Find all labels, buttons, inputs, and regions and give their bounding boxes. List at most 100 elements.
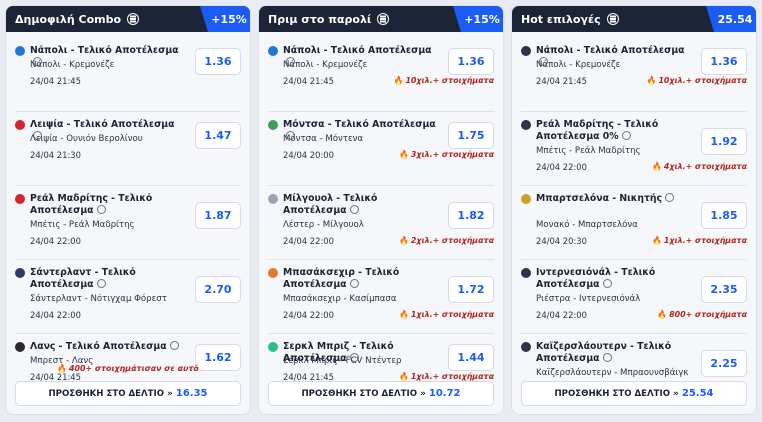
selection-title: Ρεάλ Μαδρίτης - Τελικό Αποτέλεσμα 0%: [521, 119, 689, 143]
odds-button[interactable]: 2.25: [701, 350, 747, 377]
selection-title: Σερκλ Μπριζ - Τελικό Αποτέλεσμα: [268, 341, 436, 365]
team-logo-icon: [521, 268, 531, 278]
row-divider: [15, 259, 241, 260]
selection-title: Λανς - Τελικό Αποτέλεσμα: [15, 341, 183, 353]
selection-row[interactable]: Ρεάλ Μαδρίτης - Τελικό Αποτέλεσμα 0% Μπέτ…: [521, 119, 747, 183]
info-icon[interactable]: [169, 341, 179, 350]
selection-title: Μπασάκσεχιρ - Τελικό Αποτέλεσμα: [268, 267, 436, 291]
selection-title: Νάπολι - Τελικό Αποτέλεσμα: [268, 45, 436, 69]
add-to-betslip-button[interactable]: ΠΡΟΣΘΗΚΗ ΣΤΟ ΔΕΛΤΙΟ» 16.35: [15, 381, 241, 406]
odds-button[interactable]: 1.82: [448, 202, 494, 229]
info-icon[interactable]: [349, 279, 359, 288]
match-teams: Σάντερλαντ - Νότιγχαμ Φόρεστ: [30, 294, 167, 304]
double-chevron-icon: »: [673, 388, 679, 399]
selection-row[interactable]: Σερκλ Μπριζ - Τελικό Αποτέλεσμα Σερκλ Μπρ…: [268, 341, 494, 405]
info-icon[interactable]: [96, 205, 106, 214]
match-datetime: 24/04 21:45: [30, 372, 81, 382]
match-teams: Νάπολι - Κρεμονέζε: [283, 60, 368, 70]
match-datetime: 24/04 22:00: [30, 236, 81, 246]
row-divider: [15, 111, 241, 112]
menu-icon: [606, 13, 619, 25]
selection-row[interactable]: Λανς - Τελικό Αποτέλεσμα Μπρεστ - Λανς 24/…: [15, 341, 241, 405]
odds-button[interactable]: 1.85: [701, 202, 747, 229]
popularity-note-text: 400+ στοιχημάτισαν σε αυτό: [69, 364, 199, 373]
popularity-label: 🔥 3χιλ.+ στοιχήματα: [399, 150, 494, 159]
selection-market-label: Νάπολι - Τελικό Αποτέλεσμα: [536, 45, 685, 56]
odds-button[interactable]: 1.75: [448, 122, 494, 149]
match-datetime: 24/04 22:00: [536, 162, 587, 172]
odds-button[interactable]: 1.62: [195, 344, 241, 371]
popularity-text: 10χιλ.+ στοιχήματα: [405, 76, 494, 85]
add-to-betslip-button[interactable]: ΠΡΟΣΘΗΚΗ ΣΤΟ ΔΕΛΤΙΟ» 10.72: [268, 381, 494, 406]
match-teams: Μπέτις - Ρεάλ Μαδρίτης: [536, 146, 641, 156]
selection-row[interactable]: Νάπολι - Τελικό Αποτέλεσμα Νάπολι - Κρεμο…: [521, 45, 747, 109]
selection-row[interactable]: Μπασάκσεχιρ - Τελικό Αποτέλεσμα Μπασάκσεχ…: [268, 267, 494, 331]
popularity-text: 3χιλ.+ στοιχήματα: [410, 150, 494, 159]
popularity-text: 1χιλ.+ στοιχήματα: [410, 372, 494, 381]
odds-button[interactable]: 1.36: [701, 48, 747, 75]
odds-button[interactable]: 2.35: [701, 276, 747, 303]
selection-row[interactable]: Σάντερλαντ - Τελικό Αποτέλεσμα Σάντερλαντ…: [15, 267, 241, 331]
match-teams: Νάπολι - Κρεμονέζε: [30, 60, 115, 70]
selection-row[interactable]: Ιντερνεσιόνάλ - Τελικό Αποτέλεσμα Ριέστρα…: [521, 267, 747, 331]
popularity-label: 🔥 1χιλ.+ στοιχήματα: [399, 310, 494, 319]
selection-title: Λειψία - Τελικό Αποτέλεσμα: [15, 119, 183, 143]
add-to-betslip-label: ΠΡΟΣΘΗΚΗ ΣΤΟ ΔΕΛΤΙΟ: [301, 388, 418, 399]
selection-title: Ρεάλ Μαδρίτης - Τελικό Αποτέλεσμα: [15, 193, 183, 217]
fire-icon: 🔥: [652, 162, 662, 171]
info-icon[interactable]: [286, 131, 295, 140]
fire-icon: 🔥: [393, 76, 404, 85]
odds-button[interactable]: 1.72: [448, 276, 494, 303]
info-icon[interactable]: [602, 353, 612, 362]
team-logo-icon: [268, 342, 278, 352]
odds-button[interactable]: 1.36: [195, 48, 241, 75]
match-teams: Καϊζερσλάουτερν - Μπραουνσβάιγκ: [536, 368, 689, 378]
team-logo-icon: [521, 342, 531, 352]
selection-row[interactable]: Μίλγουολ - Τελικό Αποτέλεσμα Λέστερ - Μίλ…: [268, 193, 494, 257]
info-icon[interactable]: [602, 279, 612, 288]
add-to-betslip-button[interactable]: ΠΡΟΣΘΗΚΗ ΣΤΟ ΔΕΛΤΙΟ» 25.54: [521, 381, 747, 406]
row-divider: [521, 333, 747, 334]
row-divider: [15, 333, 241, 334]
info-icon[interactable]: [349, 353, 359, 362]
fire-icon: 🔥: [399, 372, 409, 381]
odds-button[interactable]: 1.92: [701, 128, 747, 155]
selection-row[interactable]: Νάπολι - Τελικό Αποτέλεσμα Νάπολι - Κρεμο…: [268, 45, 494, 109]
info-icon[interactable]: [96, 279, 106, 288]
menu-icon: [377, 13, 390, 25]
info-icon[interactable]: [33, 131, 42, 140]
popularity-label: 🔥 800+ στοιχήματα: [657, 310, 747, 319]
popularity-label: 🔥 4χιλ.+ στοιχήματα: [652, 162, 747, 171]
info-icon[interactable]: [33, 57, 42, 66]
selection-row[interactable]: Λειψία - Τελικό Αποτέλεσμα Λειψία - Ουνιό…: [15, 119, 241, 183]
odds-button[interactable]: 2.70: [195, 276, 241, 303]
selection-market-label: Νάπολι - Τελικό Αποτέλεσμα: [283, 45, 432, 56]
match-teams: Νάπολι - Κρεμονέζε: [536, 60, 621, 70]
row-divider: [521, 111, 747, 112]
selection-row[interactable]: Ρεάλ Μαδρίτης - Τελικό Αποτέλεσμα Μπέτις …: [15, 193, 241, 257]
odds-button[interactable]: 1.87: [195, 202, 241, 229]
popularity-text: 1χιλ.+ στοιχήματα: [663, 236, 747, 245]
selection-row[interactable]: Νάπολι - Τελικό Αποτέλεσμα Νάπολι - Κρεμο…: [15, 45, 241, 109]
odds-button[interactable]: 1.44: [448, 344, 494, 371]
info-icon[interactable]: [665, 193, 675, 202]
popularity-text: 1χιλ.+ στοιχήματα: [410, 310, 494, 319]
team-logo-icon: [521, 46, 531, 56]
match-datetime: 24/04 20:00: [283, 150, 334, 160]
selection-row[interactable]: Μόντσα - Τελικό Αποτέλεσμα Μόντσα - Μόντε…: [268, 119, 494, 183]
info-icon[interactable]: [286, 57, 295, 66]
odds-button[interactable]: 1.36: [448, 48, 494, 75]
info-icon[interactable]: [349, 205, 359, 214]
double-chevron-icon: »: [167, 388, 173, 399]
match-teams: Ριέστρα - Ιντερνεσιόνάλ: [536, 294, 641, 304]
card-header: Hot επιλογές 25.54: [512, 6, 756, 32]
popularity-note: 🔥 400+ στοιχημάτισαν σε αυτό: [6, 364, 250, 373]
match-teams: Σερκλ Μπριζ - FCV Ντέντερ: [283, 356, 402, 366]
parlay-boost-card: Πριμ στο παρολί +15% Νάπολι - Τελικό Αποτέ…: [258, 5, 504, 415]
selection-row[interactable]: Μπαρτσελόνα - Νικητής Μονακό - Μπαρτσελόν…: [521, 193, 747, 257]
info-icon[interactable]: [621, 131, 631, 140]
info-icon[interactable]: [539, 57, 548, 66]
odds-button[interactable]: 1.47: [195, 122, 241, 149]
selection-market-label: Λανς - Τελικό Αποτέλεσμα: [30, 341, 167, 352]
selection-market-label: Μπαρτσελόνα - Νικητής: [536, 193, 663, 204]
